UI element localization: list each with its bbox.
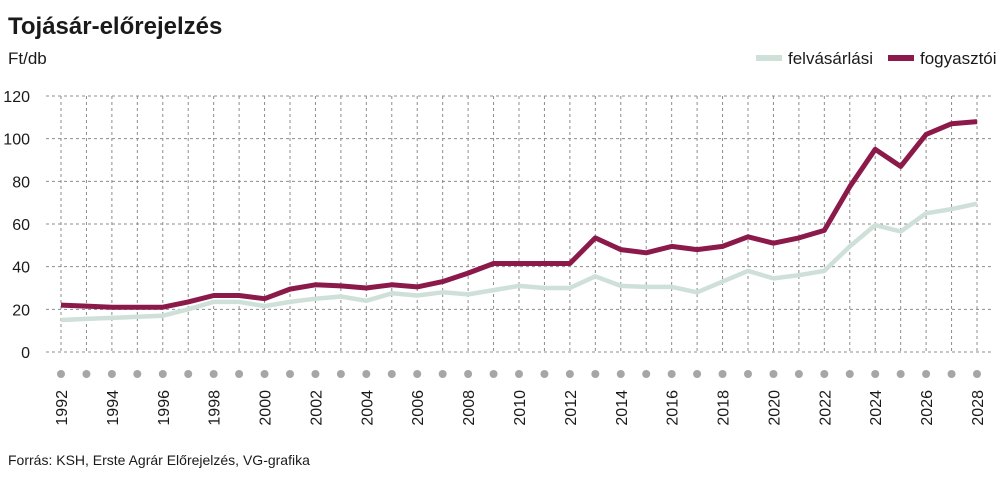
chart-title: Tojásár-előrejelzés (8, 13, 222, 40)
year-dot (896, 370, 905, 378)
year-dot (871, 370, 880, 378)
x-tick-label: 2006 (410, 390, 427, 426)
year-dot (133, 370, 142, 378)
year-dot (184, 370, 193, 378)
year-dot (820, 370, 829, 378)
year-dot (235, 370, 244, 378)
legend-label-fogyasztoi: fogyasztói (920, 49, 997, 68)
x-axis-dots (57, 370, 981, 378)
year-dot (82, 370, 91, 378)
y-tick-label: 120 (3, 89, 30, 106)
year-dot (616, 370, 625, 378)
legend-label-felvasarlasi: felvásárlási (788, 49, 873, 68)
x-tick-label: 2004 (359, 390, 376, 426)
year-dot (591, 370, 600, 378)
series-line-fogyasztoi (60, 119, 978, 310)
x-tick-label: 2002 (308, 390, 325, 426)
x-tick-label: 2016 (665, 390, 682, 426)
x-tick-label: 2020 (766, 390, 783, 426)
grid (46, 95, 992, 353)
year-dot (438, 370, 447, 378)
year-dot (794, 370, 803, 378)
y-tick-label: 40 (12, 260, 30, 277)
year-dot (260, 370, 269, 378)
year-dot (973, 370, 981, 378)
x-tick-label: 2008 (461, 390, 478, 426)
series-line-felvasarlasi (60, 201, 978, 323)
x-tick-label: 1994 (105, 390, 122, 426)
year-dot (540, 370, 549, 378)
y-axis-ticks: 0 20 40 60 80 100 120 (3, 89, 30, 362)
year-dot (922, 370, 931, 378)
x-tick-label: 2000 (258, 390, 275, 426)
y-tick-label: 80 (12, 174, 30, 191)
year-dot (515, 370, 523, 378)
year-dot (464, 370, 473, 378)
year-dot (718, 370, 727, 378)
y-tick-label: 20 (12, 302, 30, 319)
year-dot (311, 370, 320, 378)
x-tick-label: 2022 (817, 390, 834, 426)
y-tick-label: 0 (21, 345, 30, 362)
x-tick-label: 2026 (919, 390, 936, 426)
year-dot (769, 370, 778, 378)
year-dot (286, 370, 294, 378)
year-dot (947, 370, 956, 378)
year-dot (845, 370, 854, 378)
year-dot (667, 370, 676, 378)
year-dot (57, 370, 65, 378)
x-tick-label: 2024 (868, 390, 885, 426)
year-dot (158, 370, 167, 378)
year-dot (489, 370, 498, 378)
year-dot (107, 370, 116, 378)
x-tick-label: 2014 (614, 390, 631, 426)
year-dot (387, 370, 396, 378)
y-tick-label: 60 (12, 217, 30, 234)
x-tick-label: 1998 (207, 390, 224, 426)
source-note: Forrás: KSH, Erste Agrár Előrejelzés, VG… (8, 452, 310, 468)
year-dot (693, 370, 702, 378)
series-lines (60, 119, 978, 323)
year-dot (642, 370, 651, 378)
x-axis-ticks: 1992 1994 1996 1998 2000 2002 2004 2006 2008 2010… (54, 390, 987, 426)
x-tick-label: 2028 (970, 390, 987, 426)
year-dot (413, 370, 422, 378)
year-dot (209, 370, 218, 378)
x-tick-label: 1996 (156, 390, 173, 426)
x-tick-label: 2018 (716, 390, 733, 426)
y-tick-label: 100 (3, 132, 30, 149)
x-tick-label: 2010 (512, 390, 529, 426)
year-dot (744, 370, 752, 378)
x-tick-label: 2012 (563, 390, 580, 426)
legend: felvásárlási fogyasztói (756, 49, 997, 68)
year-dot (362, 370, 371, 378)
year-dot (565, 370, 574, 378)
year-dot (336, 370, 345, 378)
y-axis-unit: Ft/db (8, 49, 47, 68)
x-tick-label: 1992 (54, 390, 71, 426)
